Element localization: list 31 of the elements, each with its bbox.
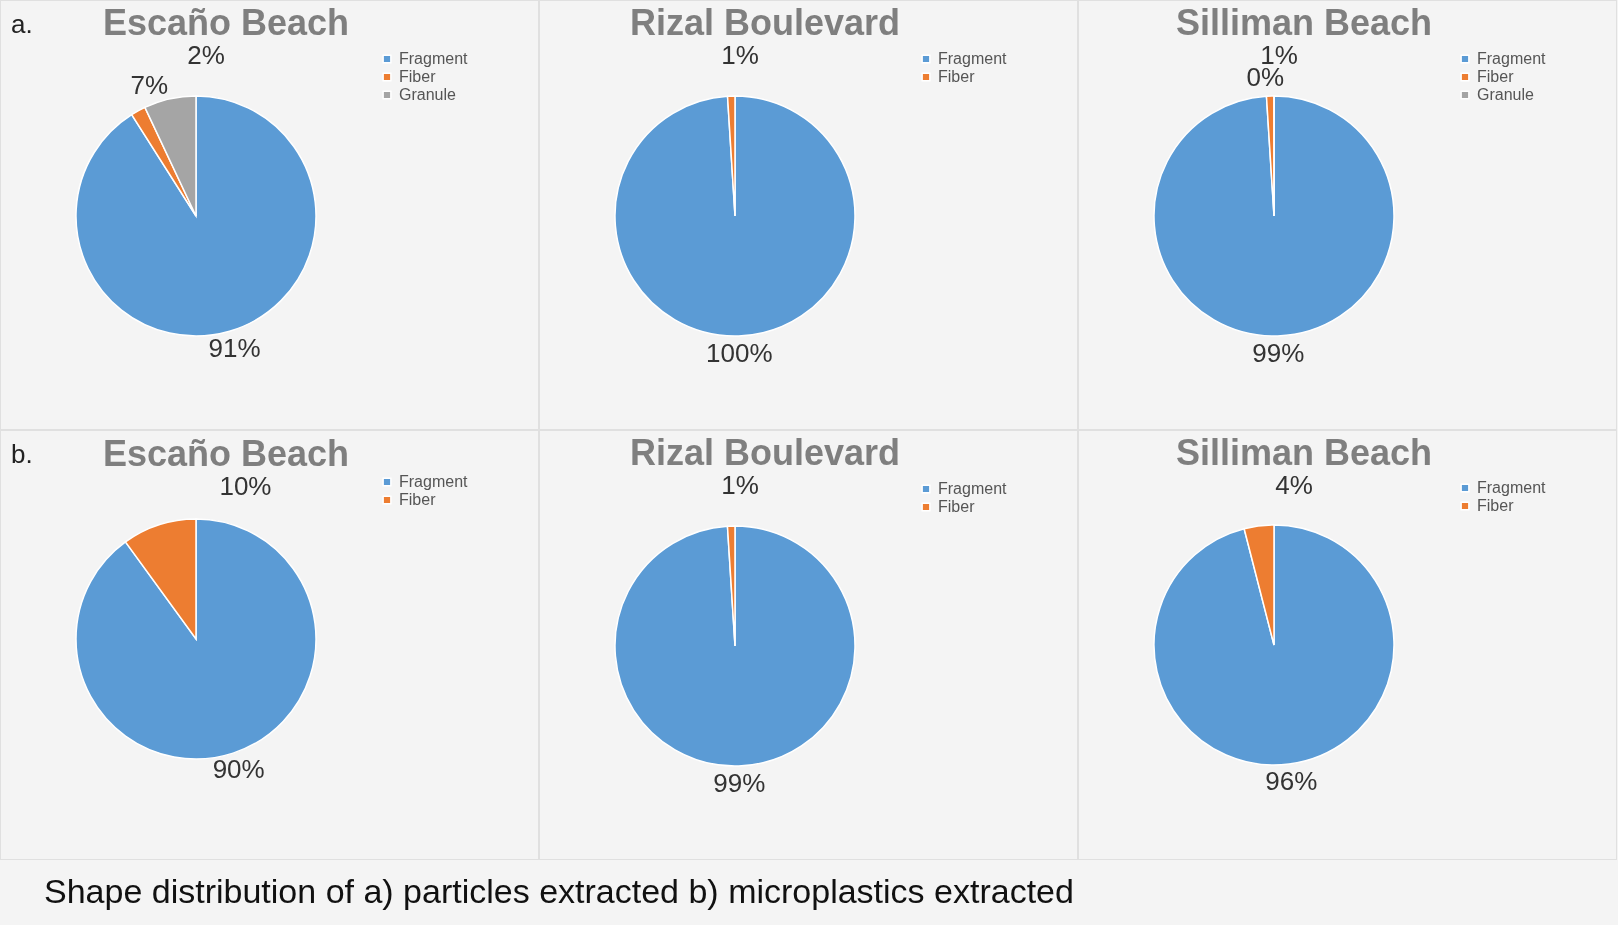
pie-slice	[614, 95, 856, 337]
legend-label: Fiber	[938, 498, 976, 515]
pie-slice	[75, 518, 317, 760]
legend-label: Fragment	[399, 473, 469, 490]
chart-title: Silliman Beach	[1175, 2, 1433, 44]
data-label: 96%	[1265, 765, 1318, 796]
data-label: 99%	[713, 767, 766, 798]
legend-label: Fiber	[1477, 497, 1515, 514]
data-label: 100%	[706, 337, 773, 368]
pie-slice	[1153, 524, 1395, 766]
text: Shape distribution of a) particles extracted b) microplastics extracted	[44, 872, 1075, 911]
legend-label: Fragment	[1477, 479, 1547, 496]
text: b.	[11, 439, 33, 470]
legend-label: Fragment	[938, 480, 1008, 497]
legend-label: Fiber	[1477, 68, 1515, 85]
data-label: 99%	[1252, 337, 1305, 368]
data-label: 91%	[208, 332, 261, 363]
legend-label: Fragment	[1477, 50, 1547, 67]
pie-slice	[614, 525, 856, 767]
text: a.	[11, 9, 33, 40]
legend-label: Granule	[1477, 86, 1535, 103]
legend-label: Fiber	[399, 68, 437, 85]
legend-label: Fragment	[938, 50, 1008, 67]
legend-label: Fragment	[399, 50, 469, 67]
data-label: 90%	[212, 754, 265, 785]
data-label: 7%	[130, 70, 169, 101]
pie-slice	[1153, 95, 1395, 337]
legend-label: Fiber	[938, 68, 976, 85]
legend-label: Granule	[399, 86, 457, 103]
legend-label: Fiber	[399, 491, 437, 508]
pie-slice	[75, 95, 317, 337]
